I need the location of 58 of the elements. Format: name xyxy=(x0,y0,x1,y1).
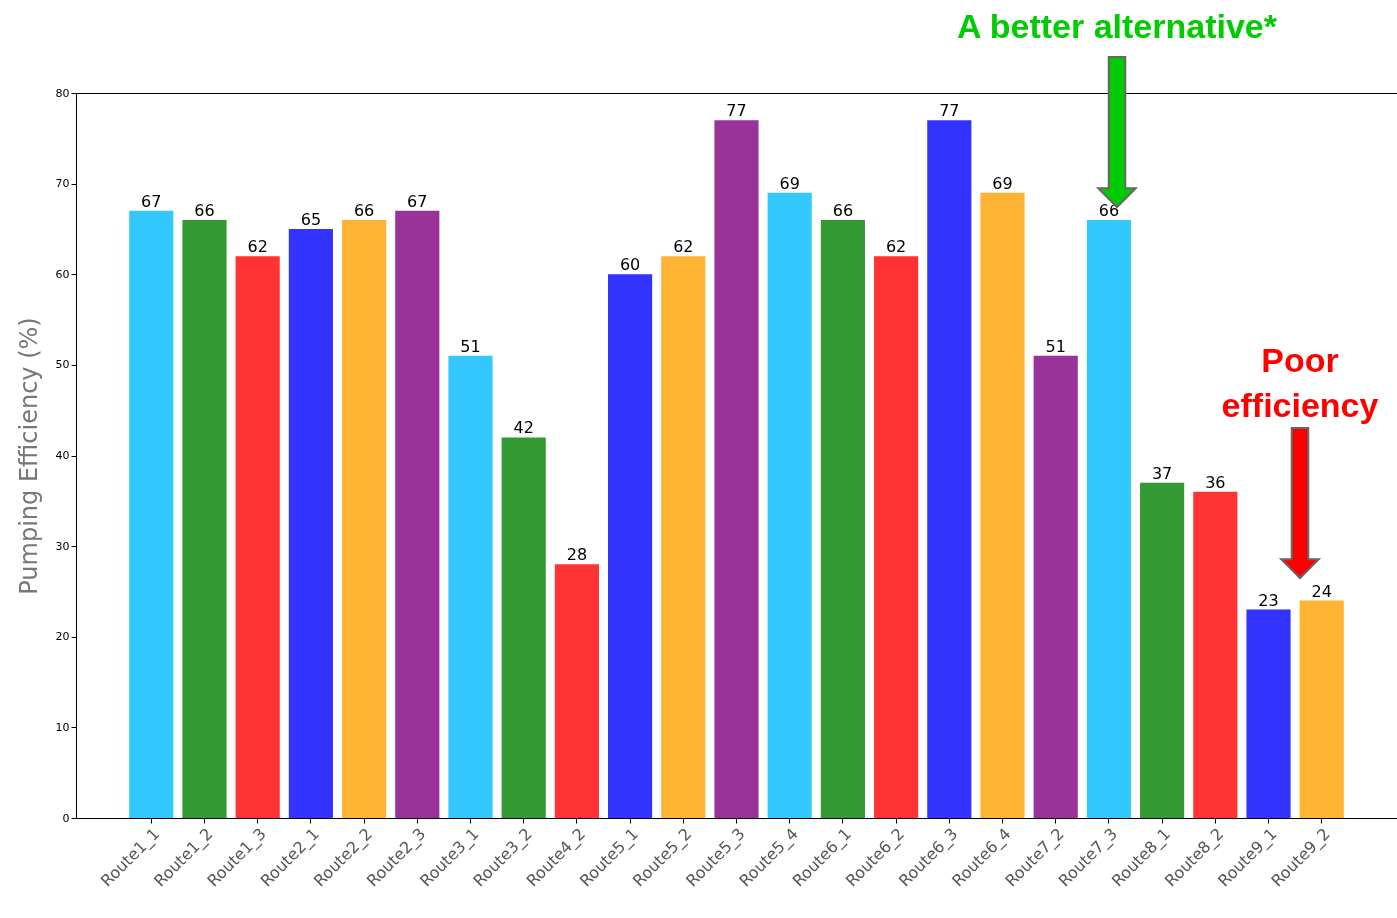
bar xyxy=(235,256,280,818)
bar xyxy=(608,274,653,818)
bar xyxy=(129,210,174,818)
bar xyxy=(927,120,972,818)
data-label: 23 xyxy=(1258,590,1279,610)
bar xyxy=(714,120,759,818)
bar xyxy=(1246,609,1291,818)
bar xyxy=(1033,355,1078,818)
text: A better alternative* xyxy=(957,7,1278,45)
y-tick-label: 30 xyxy=(55,539,70,553)
data-label: 62 xyxy=(673,237,694,257)
bar xyxy=(395,210,440,818)
data-label: 77 xyxy=(939,101,960,121)
y-tick-label: 80 xyxy=(55,86,70,100)
data-label: 37 xyxy=(1151,463,1173,483)
bar xyxy=(1140,482,1185,818)
y-tick-label: 70 xyxy=(55,177,70,191)
data-label: 69 xyxy=(992,173,1013,193)
data-label: 24 xyxy=(1311,581,1332,601)
y-axis-title: Pumping Efficiency (%) xyxy=(14,317,43,595)
data-label: 42 xyxy=(513,418,534,438)
data-label: 51 xyxy=(1045,336,1066,356)
data-label: 77 xyxy=(726,101,747,121)
data-label: 66 xyxy=(353,200,375,220)
bar xyxy=(874,256,919,818)
data-label: 66 xyxy=(1098,200,1120,220)
bar xyxy=(288,228,333,818)
bar xyxy=(767,192,812,818)
annotation: Poor efficiency xyxy=(1221,341,1379,424)
data-label: 65 xyxy=(300,209,322,229)
data-label: 36 xyxy=(1205,472,1226,492)
bar xyxy=(1086,219,1131,818)
bar xyxy=(820,219,865,818)
y-tick-label: 10 xyxy=(55,720,70,734)
data-label: 62 xyxy=(885,237,907,257)
data-label: 28 xyxy=(566,545,588,565)
data-label: 51 xyxy=(460,336,481,356)
bar xyxy=(448,355,493,818)
data-label: 67 xyxy=(141,191,162,211)
data-label: 66 xyxy=(832,200,854,220)
y-tick-label: 60 xyxy=(55,267,70,281)
data-label: 62 xyxy=(247,237,268,257)
bar xyxy=(342,219,387,818)
y-tick-label: 20 xyxy=(55,630,70,644)
data-label: 60 xyxy=(619,255,641,275)
y-tick-label: 0 xyxy=(62,811,70,825)
bar xyxy=(554,564,599,818)
data-label: 67 xyxy=(407,191,428,211)
y-tick-label: 40 xyxy=(55,449,70,462)
data-label: 66 xyxy=(194,200,215,220)
data-label: 69 xyxy=(779,173,800,193)
bar xyxy=(1193,491,1238,818)
bar xyxy=(1299,600,1344,818)
y-tick-label: 50 xyxy=(55,358,70,372)
bar xyxy=(182,219,227,818)
bar xyxy=(661,256,706,818)
bar xyxy=(501,437,546,818)
bar xyxy=(980,192,1025,818)
